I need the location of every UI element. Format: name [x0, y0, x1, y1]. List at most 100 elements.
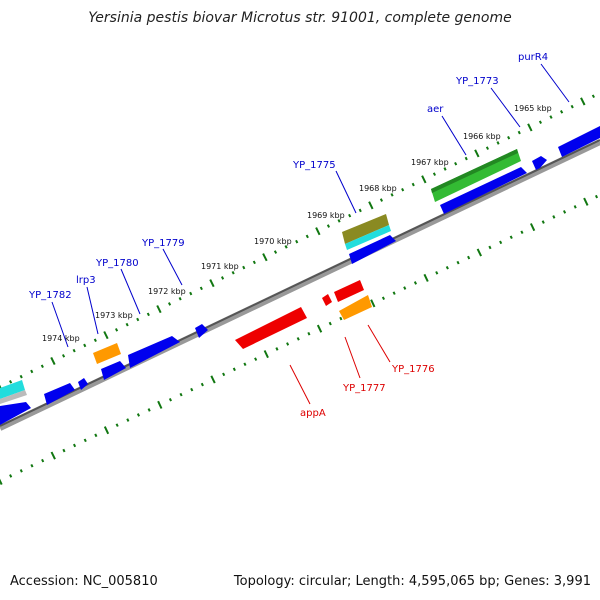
scale-tick — [103, 331, 109, 340]
gene-label-YP_1776[interactable]: YP_1776 — [391, 364, 435, 375]
scale-tick — [467, 255, 471, 260]
scale-tick — [19, 374, 23, 379]
gene-arrow-reverse[interactable] — [235, 307, 307, 349]
scale-tick — [488, 245, 492, 250]
gene-arrow-forward[interactable] — [101, 361, 126, 380]
gene-label-appA[interactable]: appA — [300, 408, 326, 419]
scale-tick — [445, 265, 449, 270]
scale-tick — [570, 104, 574, 109]
scale-tick — [115, 423, 119, 427]
genome-backbone — [0, 139, 600, 431]
scale-tick-label: 1965 kbp — [514, 104, 552, 113]
scale-tick — [125, 322, 129, 327]
scale-tick-label: 1967 kbp — [411, 158, 449, 167]
scale-tick-label: 1973 kbp — [95, 311, 133, 320]
scale-tick — [316, 324, 323, 333]
misc-features — [0, 149, 521, 404]
scale-tick — [0, 478, 3, 486]
gene-arrow-forward[interactable] — [440, 167, 527, 214]
scale-tick — [103, 426, 110, 435]
scale-tick — [549, 115, 553, 119]
scale-tick — [379, 198, 384, 202]
scale-tick — [62, 448, 66, 453]
scale-tick — [435, 271, 439, 275]
scale-tick — [368, 201, 374, 210]
scale-tick — [326, 224, 331, 228]
scale-tick — [560, 110, 564, 114]
scale-tick — [83, 438, 87, 443]
scale-tick — [9, 474, 13, 478]
scale-tick — [541, 220, 545, 224]
feature-cyan[interactable] — [345, 225, 391, 250]
scale-tick — [114, 328, 119, 332]
scale-tick — [474, 149, 480, 158]
scale-tick — [485, 146, 490, 150]
scale-tick — [263, 350, 269, 359]
scale-tick — [432, 172, 437, 176]
feature-green-highlight — [431, 149, 518, 193]
gene-arrow-forward[interactable] — [195, 324, 208, 338]
gene-arrow-forward[interactable] — [44, 383, 75, 405]
scale-tick — [167, 302, 172, 306]
gene-arrow-forward[interactable] — [78, 378, 88, 390]
gene-arrow-forward[interactable] — [349, 235, 396, 264]
scale-tick — [464, 156, 468, 161]
gene-label-YP_1773[interactable]: YP_1773 — [455, 76, 499, 87]
scale-tick — [209, 279, 215, 288]
scale-tick — [284, 245, 288, 249]
scale-tick — [538, 120, 542, 124]
gene-label-YP_1777[interactable]: YP_1777 — [342, 383, 386, 394]
scale-tick-label: 1974 kbp — [42, 334, 80, 343]
gene-label-lrp3[interactable]: lrp3 — [76, 275, 96, 286]
scale-tick — [232, 367, 236, 372]
gene-arrow-forward[interactable] — [532, 156, 547, 170]
scale-tick — [179, 392, 183, 397]
scale-tick — [199, 286, 203, 291]
scale-tick — [296, 337, 300, 341]
gene-arrow-reverse[interactable] — [334, 280, 364, 302]
scale-tick — [72, 348, 76, 353]
gene-arrow-forward[interactable] — [0, 402, 31, 425]
scale-tick — [583, 197, 589, 206]
scale-tick — [146, 312, 150, 317]
scale-tick — [562, 210, 567, 214]
scale-tick — [147, 408, 151, 412]
scale-tick-label: 1970 kbp — [254, 237, 292, 246]
gene-arrow-reverse-orange[interactable] — [339, 295, 372, 320]
gene-label-purR4[interactable]: purR4 — [518, 52, 548, 63]
scale-tick — [390, 193, 394, 197]
scale-tick-label: 1971 kbp — [201, 262, 239, 271]
scale-track-lower — [0, 194, 599, 486]
scale-tick — [275, 347, 279, 351]
scale-tick — [476, 248, 482, 257]
gene-label-YP_1779[interactable]: YP_1779 — [141, 238, 185, 249]
gene-arrow-reverse[interactable] — [322, 294, 332, 306]
scale-tick — [189, 291, 193, 296]
gene-label-YP_1782[interactable]: YP_1782 — [28, 290, 72, 301]
feature-green[interactable] — [431, 149, 521, 202]
forward-strand-genes — [0, 126, 600, 425]
scale-tick — [286, 342, 290, 346]
gene-arrow-forward[interactable] — [558, 126, 600, 157]
scale-tick — [157, 400, 163, 409]
scale-tick — [499, 240, 503, 245]
gene-arrow-forward[interactable] — [128, 336, 180, 368]
gene-label-YP_1780[interactable]: YP_1780 — [95, 258, 139, 269]
map-title: Yersinia pestis biovar Microtus str. 910… — [88, 10, 512, 26]
scale-tick — [507, 135, 511, 140]
scale-tick-label: 1972 kbp — [148, 287, 186, 296]
reverse-strand-genes — [235, 280, 372, 349]
scale-tick — [220, 276, 225, 280]
scale-tick — [126, 418, 130, 422]
scale-tick — [210, 375, 216, 384]
feature-olive[interactable] — [342, 214, 389, 244]
scale-tick — [509, 235, 513, 240]
feature-orange[interactable] — [93, 343, 121, 364]
scale-tick — [573, 205, 577, 209]
scale-tick-label: 1968 kbp — [359, 184, 397, 193]
scale-tick — [30, 463, 34, 468]
scale-tick — [50, 356, 56, 366]
feature-cyan-left[interactable] — [0, 380, 25, 399]
gene-label-YP_1775[interactable]: YP_1775 — [292, 160, 336, 171]
gene-label-aer[interactable]: aer — [427, 104, 444, 115]
